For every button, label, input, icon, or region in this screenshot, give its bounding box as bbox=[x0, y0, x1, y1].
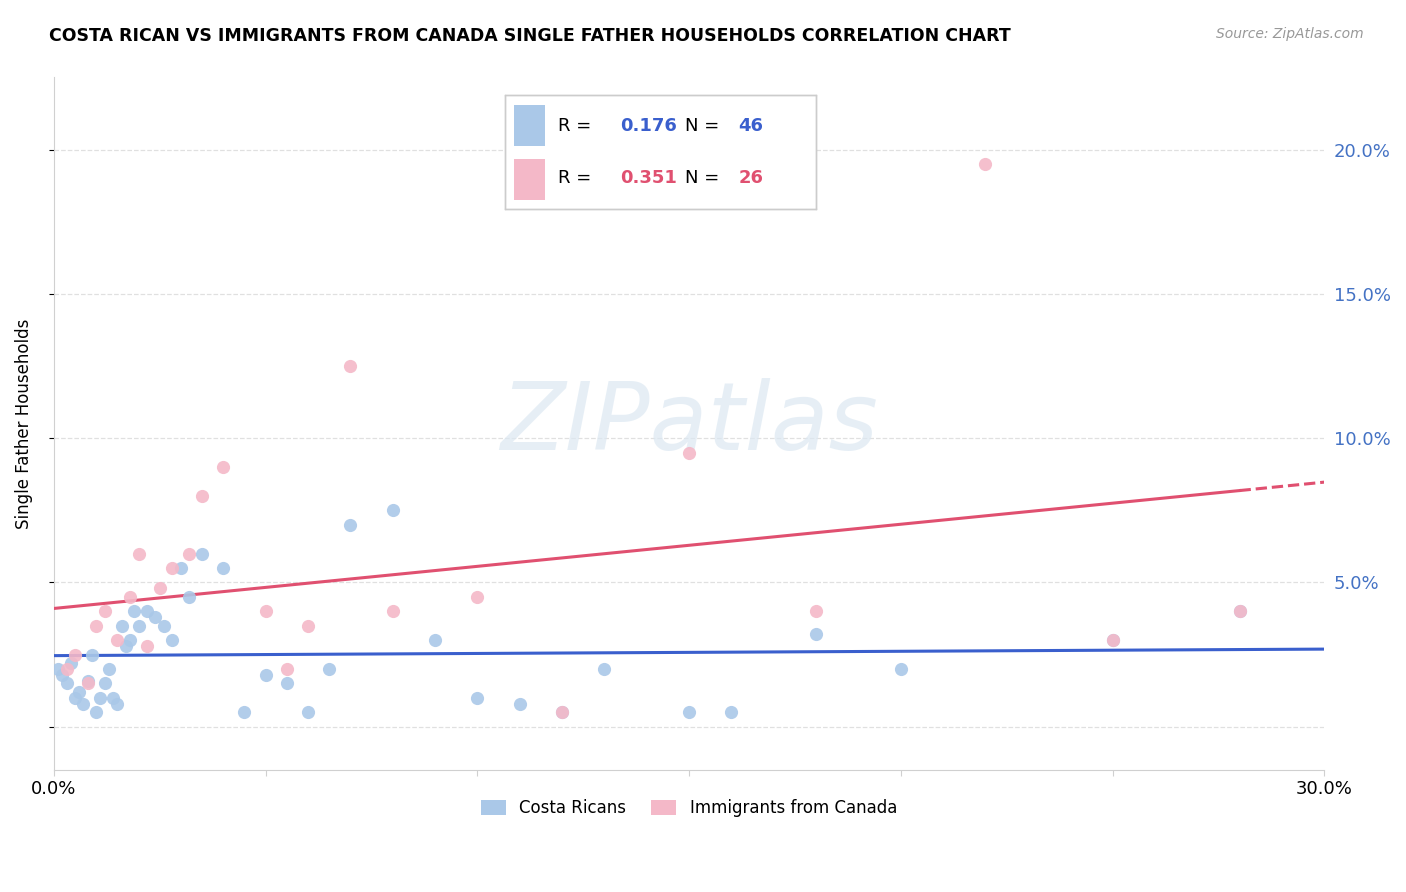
Point bbox=[254, 667, 277, 681]
Point bbox=[120, 633, 142, 648]
Point bbox=[179, 590, 201, 604]
Point bbox=[191, 547, 214, 561]
Point bbox=[465, 690, 488, 705]
Point bbox=[804, 604, 827, 618]
Point bbox=[212, 460, 235, 475]
Point bbox=[153, 618, 176, 632]
Point bbox=[509, 697, 531, 711]
Point bbox=[93, 676, 115, 690]
Point bbox=[162, 561, 184, 575]
Point bbox=[1229, 604, 1251, 618]
Point bbox=[593, 662, 616, 676]
Point bbox=[93, 604, 115, 618]
Point bbox=[145, 610, 167, 624]
Point bbox=[149, 581, 172, 595]
Point bbox=[76, 676, 98, 690]
Point bbox=[254, 604, 277, 618]
Point bbox=[162, 633, 184, 648]
Point bbox=[381, 604, 404, 618]
Point bbox=[114, 639, 136, 653]
Point bbox=[120, 590, 142, 604]
Point bbox=[105, 633, 128, 648]
Point bbox=[55, 662, 77, 676]
Point bbox=[339, 359, 361, 373]
Point bbox=[67, 685, 90, 699]
Point bbox=[124, 604, 146, 618]
Point bbox=[84, 618, 107, 632]
Point bbox=[1101, 633, 1123, 648]
Point bbox=[276, 662, 298, 676]
Point bbox=[136, 604, 159, 618]
Point bbox=[84, 706, 107, 720]
Point bbox=[59, 657, 82, 671]
Point bbox=[63, 648, 86, 662]
Point bbox=[276, 676, 298, 690]
Point bbox=[297, 706, 319, 720]
Point bbox=[678, 445, 700, 459]
Point bbox=[233, 706, 256, 720]
Y-axis label: Single Father Households: Single Father Households bbox=[15, 318, 32, 529]
Point bbox=[97, 662, 120, 676]
Point bbox=[128, 547, 150, 561]
Point bbox=[179, 547, 201, 561]
Legend: Costa Ricans, Immigrants from Canada: Costa Ricans, Immigrants from Canada bbox=[474, 793, 904, 824]
Text: Source: ZipAtlas.com: Source: ZipAtlas.com bbox=[1216, 27, 1364, 41]
Point bbox=[76, 673, 98, 688]
Point bbox=[804, 627, 827, 641]
Point bbox=[1101, 633, 1123, 648]
Point bbox=[339, 517, 361, 532]
Point bbox=[46, 662, 69, 676]
Point bbox=[465, 590, 488, 604]
Point bbox=[890, 662, 912, 676]
Point bbox=[551, 706, 574, 720]
Point bbox=[381, 503, 404, 517]
Point bbox=[89, 690, 111, 705]
Point bbox=[110, 618, 132, 632]
Point bbox=[128, 618, 150, 632]
Point bbox=[63, 690, 86, 705]
Point bbox=[720, 706, 742, 720]
Point bbox=[974, 157, 997, 171]
Point bbox=[105, 697, 128, 711]
Point bbox=[80, 648, 103, 662]
Point bbox=[297, 618, 319, 632]
Text: ZIPatlas: ZIPatlas bbox=[501, 378, 877, 469]
Text: COSTA RICAN VS IMMIGRANTS FROM CANADA SINGLE FATHER HOUSEHOLDS CORRELATION CHART: COSTA RICAN VS IMMIGRANTS FROM CANADA SI… bbox=[49, 27, 1011, 45]
Point bbox=[423, 633, 446, 648]
Point bbox=[551, 706, 574, 720]
Point bbox=[678, 706, 700, 720]
Point bbox=[51, 667, 73, 681]
Point bbox=[212, 561, 235, 575]
Point bbox=[136, 639, 159, 653]
Point bbox=[72, 697, 94, 711]
Point bbox=[55, 676, 77, 690]
Point bbox=[101, 690, 124, 705]
Point bbox=[170, 561, 193, 575]
Point bbox=[191, 489, 214, 503]
Point bbox=[318, 662, 340, 676]
Point bbox=[1229, 604, 1251, 618]
